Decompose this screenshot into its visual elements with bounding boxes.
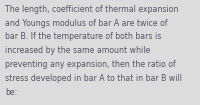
Text: stress developed in bar A to that in bar B will: stress developed in bar A to that in bar… — [5, 74, 182, 83]
Text: The length, coefficient of thermal expansion: The length, coefficient of thermal expan… — [5, 5, 178, 14]
Text: bar B. If the temperature of both bars is: bar B. If the temperature of both bars i… — [5, 32, 161, 41]
Text: and Youngs modulus of bar A are twice of: and Youngs modulus of bar A are twice of — [5, 19, 168, 28]
Text: be:: be: — [5, 88, 17, 97]
Text: increased by the same amount while: increased by the same amount while — [5, 46, 150, 55]
Text: preventing any expansion, then the ratio of: preventing any expansion, then the ratio… — [5, 60, 176, 69]
